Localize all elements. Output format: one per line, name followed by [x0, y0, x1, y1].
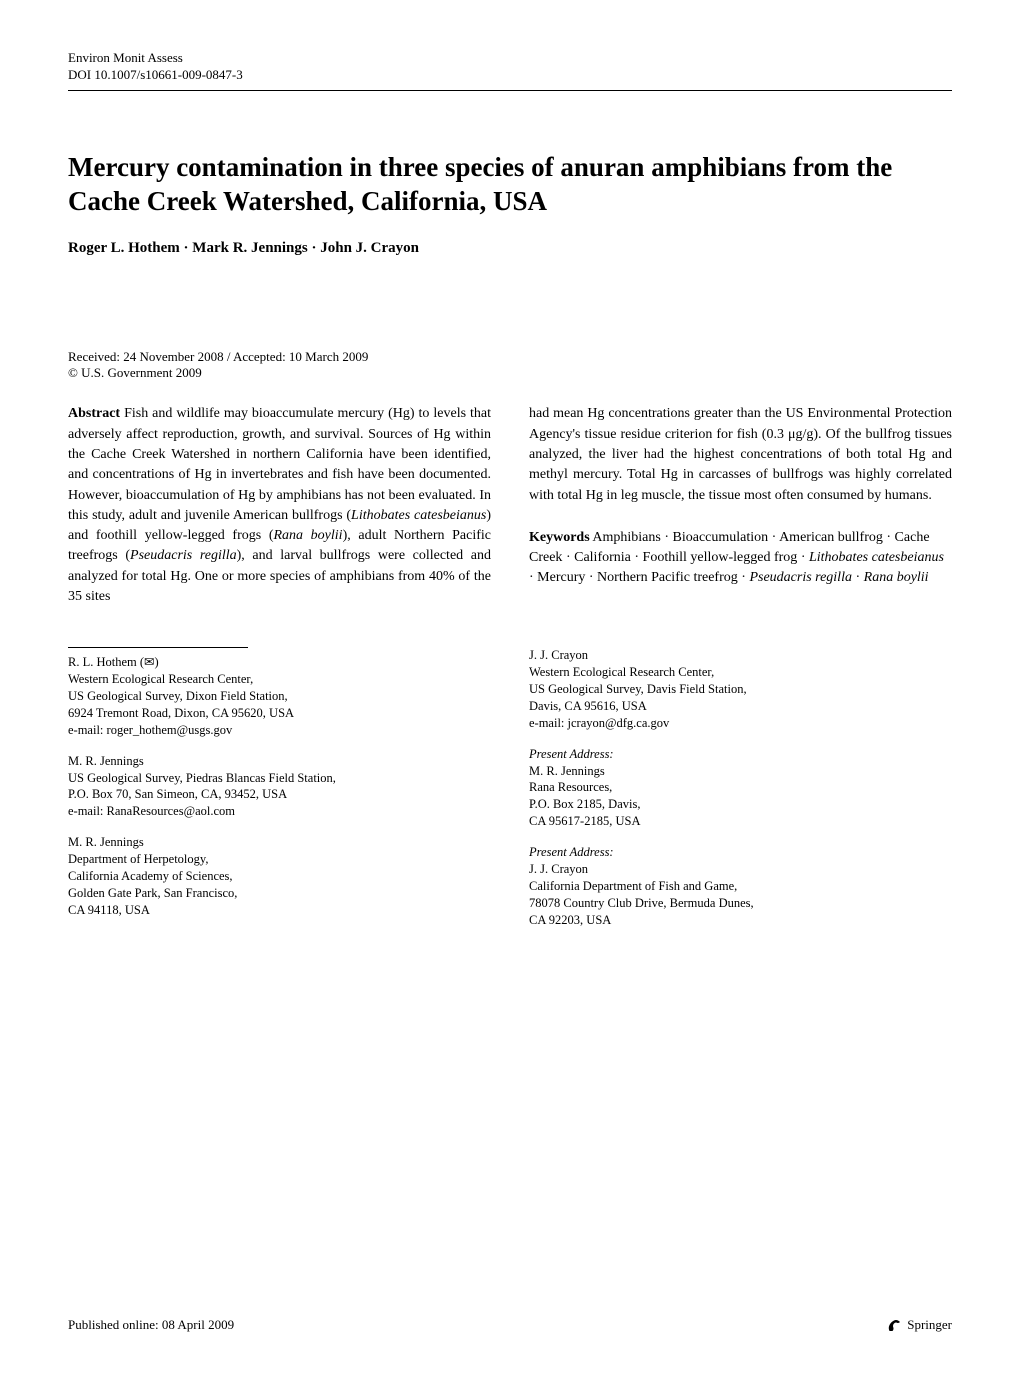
affiliation-block: M. R. Jennings US Geological Survey, Pie…	[68, 753, 491, 821]
abstract-right-column: had mean Hg concentrations greater than …	[529, 404, 952, 607]
publisher-mark: Springer	[885, 1316, 952, 1334]
kw-6: Foothill yellow-legged frog	[639, 550, 801, 565]
kw-1: Amphibians	[590, 530, 665, 545]
abstract-text-1: Fish and wildlife may bioaccumulate merc…	[68, 406, 491, 522]
affiliation-block: R. L. Hothem (✉) Western Ecological Rese…	[68, 654, 491, 738]
affiliation-address: Western Ecological Research Center, US G…	[68, 671, 491, 739]
affiliation-block: J. J. Crayon Western Ecological Research…	[529, 647, 952, 731]
affiliation-rule	[68, 647, 248, 648]
received-accepted-date: Received: 24 November 2008 / Accepted: 1…	[68, 349, 952, 366]
affiliation-name: M. R. Jennings	[68, 753, 491, 770]
article-title: Mercury contamination in three species o…	[68, 151, 952, 219]
present-address-label: Present Address:	[529, 844, 952, 861]
affiliation-address: US Geological Survey, Piedras Blancas Fi…	[68, 770, 491, 821]
affiliation-address: Department of Herpetology, California Ac…	[68, 851, 491, 919]
affiliation-name: R. L. Hothem (✉)	[68, 654, 491, 671]
affiliations-section: R. L. Hothem (✉) Western Ecological Rese…	[68, 647, 952, 942]
species-pseudacris: Pseudacris regilla	[130, 548, 237, 563]
springer-horse-icon	[885, 1316, 903, 1334]
affiliation-address: Rana Resources, P.O. Box 2185, Davis, CA…	[529, 779, 952, 830]
authors-list: Roger L. Hothem · Mark R. Jennings · Joh…	[68, 238, 952, 258]
keywords-label: Keywords	[529, 530, 590, 545]
kw-sp2: Pseudacris regilla	[746, 570, 856, 585]
abstract-section: Abstract Fish and wildlife may bioaccumu…	[68, 404, 952, 607]
kw-sp3: Rana boylii	[860, 570, 928, 585]
affiliation-address: California Department of Fish and Game, …	[529, 878, 952, 929]
species-lithobates: Lithobates catesbeianus	[351, 508, 486, 523]
affiliation-block: Present Address: M. R. Jennings Rana Res…	[529, 746, 952, 830]
copyright-notice: © U.S. Government 2009	[68, 365, 952, 382]
kw-8: Northern Pacific treefrog	[594, 570, 742, 585]
keywords-block: Keywords Amphibians · Bioaccumulation · …	[529, 528, 952, 589]
publisher-name: Springer	[907, 1317, 952, 1333]
kw-sp1: Lithobates catesbeianus	[805, 550, 943, 565]
header-rule	[68, 90, 952, 91]
kw-3: American bullfrog	[776, 530, 886, 545]
kw-7: Mercury	[534, 570, 589, 585]
affiliation-name: M. R. Jennings	[529, 763, 952, 780]
abstract-text-col2: had mean Hg concentrations greater than …	[529, 404, 952, 505]
published-online-date: Published online: 08 April 2009	[68, 1317, 234, 1333]
journal-header: Environ Monit Assess DOI 10.1007/s10661-…	[68, 50, 952, 84]
affiliations-right-column: J. J. Crayon Western Ecological Research…	[529, 647, 952, 942]
affiliation-name: M. R. Jennings	[68, 834, 491, 851]
doi: DOI 10.1007/s10661-009-0847-3	[68, 67, 952, 84]
page-footer: Published online: 08 April 2009 Springer	[68, 1316, 952, 1334]
present-address-label: Present Address:	[529, 746, 952, 763]
abstract-left-column: Abstract Fish and wildlife may bioaccumu…	[68, 404, 491, 607]
affiliation-address: Western Ecological Research Center, US G…	[529, 664, 952, 732]
affiliation-block: Present Address: J. J. Crayon California…	[529, 844, 952, 928]
affiliation-name: J. J. Crayon	[529, 647, 952, 664]
kw-5: California	[571, 550, 635, 565]
kw-2: Bioaccumulation	[669, 530, 772, 545]
abstract-label: Abstract	[68, 406, 120, 421]
journal-name: Environ Monit Assess	[68, 50, 952, 67]
article-dates: Received: 24 November 2008 / Accepted: 1…	[68, 349, 952, 383]
affiliation-block: M. R. Jennings Department of Herpetology…	[68, 834, 491, 918]
species-rana: Rana boylii	[273, 528, 342, 543]
affiliation-name: J. J. Crayon	[529, 861, 952, 878]
affiliations-left-column: R. L. Hothem (✉) Western Ecological Rese…	[68, 647, 491, 942]
